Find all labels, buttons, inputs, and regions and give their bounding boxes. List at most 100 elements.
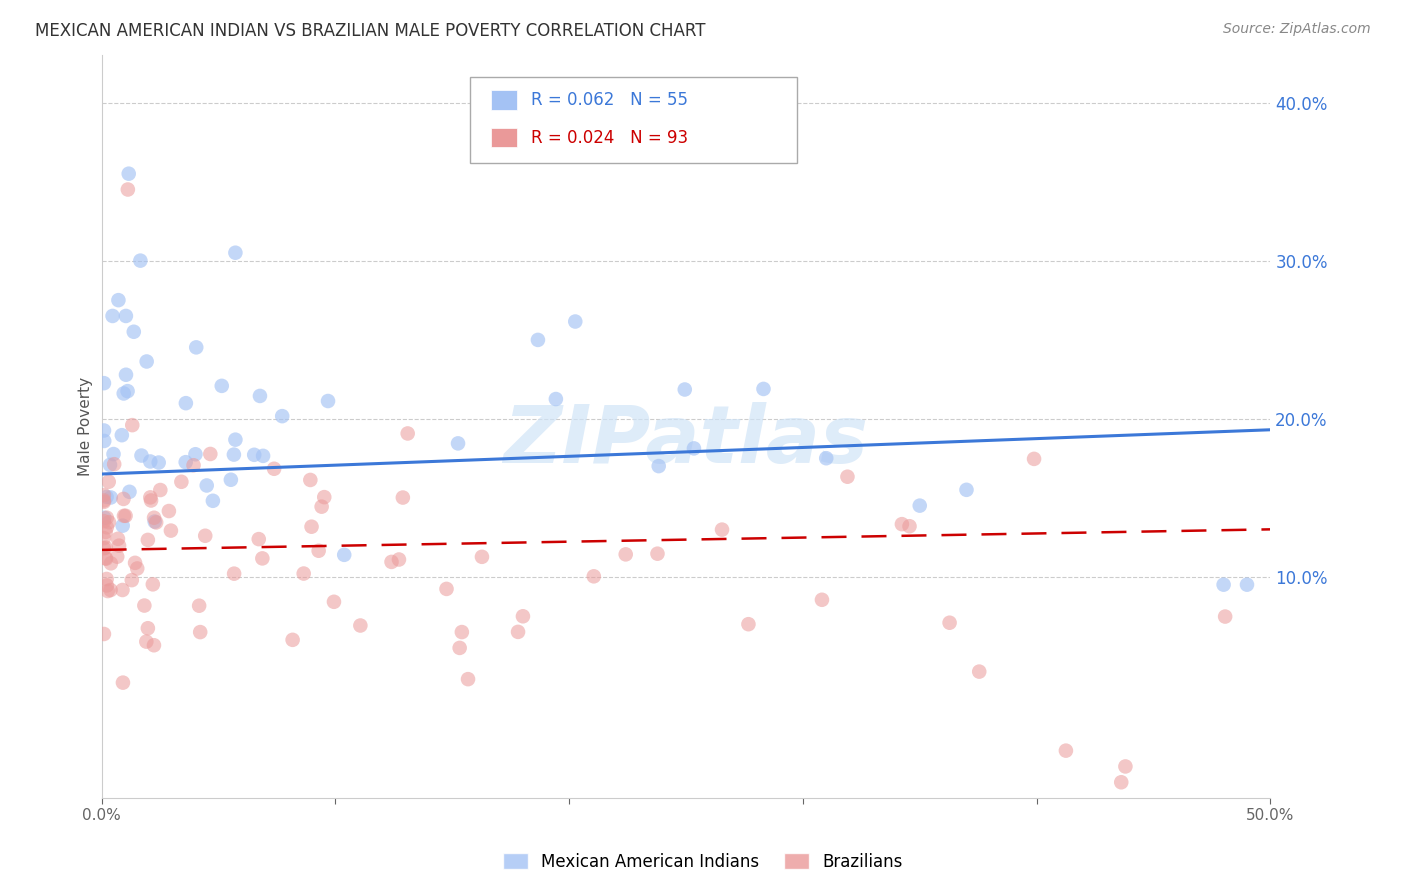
Point: [222, 448, 245, 462]
Point: [314, 490, 336, 504]
Point: [93, 531, 115, 545]
Point: [188, 625, 211, 640]
Point: [108, 539, 131, 553]
Point: [1114, 759, 1136, 773]
Point: [512, 609, 534, 624]
Point: [752, 382, 775, 396]
Point: [127, 561, 149, 575]
Point: [194, 529, 217, 543]
Point: [252, 551, 274, 566]
Point: [247, 532, 270, 546]
Point: [271, 409, 294, 424]
Point: [135, 354, 157, 368]
Point: [184, 447, 207, 461]
Text: ZIPatlas: ZIPatlas: [503, 402, 869, 481]
Point: [1109, 775, 1132, 789]
Text: Source: ZipAtlas.com: Source: ZipAtlas.com: [1223, 22, 1371, 37]
Point: [811, 592, 834, 607]
Point: [157, 504, 180, 518]
Point: [955, 483, 977, 497]
Point: [292, 566, 315, 581]
Point: [143, 510, 166, 524]
Point: [396, 426, 419, 441]
Point: [98, 458, 121, 472]
Point: [938, 615, 960, 630]
Text: R = 0.024   N = 93: R = 0.024 N = 93: [530, 128, 688, 146]
Text: MEXICAN AMERICAN INDIAN VS BRAZILIAN MALE POVERTY CORRELATION CHART: MEXICAN AMERICAN INDIAN VS BRAZILIAN MAL…: [35, 22, 706, 40]
Point: [142, 577, 165, 591]
Point: [308, 543, 330, 558]
Point: [837, 469, 859, 483]
Point: [201, 493, 224, 508]
Point: [112, 491, 135, 506]
Point: [301, 519, 323, 533]
Point: [263, 462, 285, 476]
Point: [93, 493, 115, 508]
Point: [1213, 609, 1236, 624]
Point: [614, 547, 637, 561]
Point: [93, 495, 115, 509]
Point: [582, 569, 605, 583]
Point: [890, 517, 912, 532]
Point: [316, 394, 339, 409]
Point: [107, 532, 129, 546]
Point: [436, 582, 458, 596]
Point: [93, 511, 115, 525]
Point: [186, 340, 208, 354]
Point: [93, 627, 115, 641]
Point: [93, 376, 115, 391]
Point: [103, 457, 125, 471]
Point: [94, 541, 117, 555]
Point: [121, 573, 143, 587]
Point: [252, 449, 274, 463]
Point: [111, 582, 134, 597]
Point: [115, 368, 138, 382]
Point: [122, 325, 145, 339]
Point: [100, 557, 122, 571]
Point: [105, 549, 128, 564]
FancyBboxPatch shape: [470, 78, 797, 163]
Point: [129, 253, 152, 268]
Point: [392, 491, 415, 505]
Point: [333, 548, 356, 562]
Point: [224, 433, 246, 447]
Point: [115, 309, 138, 323]
Point: [281, 632, 304, 647]
Point: [224, 245, 246, 260]
Point: [450, 625, 472, 640]
Point: [112, 508, 135, 523]
Point: [93, 541, 115, 556]
Point: [149, 483, 172, 497]
Point: [188, 599, 211, 613]
Point: [219, 473, 242, 487]
Point: [323, 595, 346, 609]
Point: [111, 675, 134, 690]
Point: [143, 638, 166, 652]
Point: [134, 599, 156, 613]
Point: [211, 379, 233, 393]
Text: R = 0.062   N = 55: R = 0.062 N = 55: [530, 91, 688, 109]
Point: [96, 520, 118, 534]
Point: [457, 672, 479, 686]
Point: [97, 475, 120, 489]
Legend: Mexican American Indians, Brazilians: Mexican American Indians, Brazilians: [495, 845, 911, 880]
Point: [170, 475, 193, 489]
FancyBboxPatch shape: [491, 128, 516, 147]
Point: [112, 386, 135, 401]
Point: [96, 510, 118, 524]
Point: [183, 458, 205, 473]
Point: [124, 556, 146, 570]
Point: [117, 384, 139, 398]
Point: [114, 508, 136, 523]
Point: [111, 428, 134, 442]
Point: [136, 533, 159, 547]
Point: [139, 454, 162, 468]
Point: [1236, 577, 1258, 591]
Point: [100, 491, 122, 505]
Point: [96, 572, 118, 586]
Point: [94, 524, 117, 539]
Y-axis label: Male Poverty: Male Poverty: [79, 377, 93, 476]
Point: [174, 396, 197, 410]
Point: [148, 456, 170, 470]
Point: [94, 551, 117, 566]
